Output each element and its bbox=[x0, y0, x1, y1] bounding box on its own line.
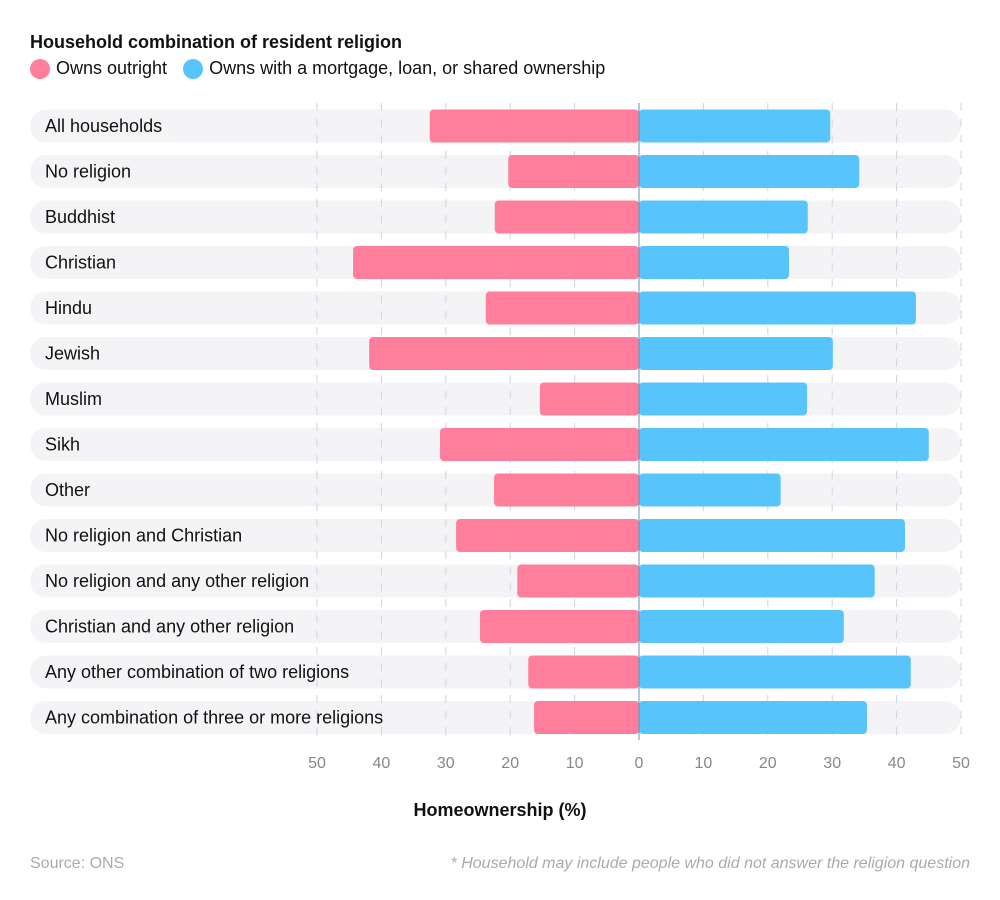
category-label: All households bbox=[45, 116, 162, 136]
bar-owns-outright bbox=[528, 655, 639, 689]
category-label: No religion and any other religion bbox=[45, 571, 309, 591]
bar-owns-outright bbox=[534, 701, 639, 734]
category-label: Other bbox=[45, 480, 90, 500]
chart-title: Household combination of resident religi… bbox=[30, 32, 403, 52]
bar-mortgage bbox=[639, 337, 833, 370]
bar-mortgage bbox=[639, 428, 929, 461]
category-label: Any combination of three or more religio… bbox=[45, 708, 383, 728]
legend-swatch-blue bbox=[183, 58, 204, 79]
bar-mortgage bbox=[639, 155, 860, 188]
bar-owns-outright bbox=[353, 246, 639, 279]
bar-chart: All households No religion Buddhist Christi… bbox=[30, 103, 970, 772]
legend-label: Owns with a mortgage, loan, or shared ow… bbox=[209, 58, 606, 78]
bar-owns-outright bbox=[517, 564, 639, 598]
x-tick-label: 50 bbox=[308, 755, 326, 772]
category-label: Any other combination of two religions bbox=[45, 662, 349, 682]
category-label: No religion bbox=[45, 162, 131, 182]
bar-mortgage bbox=[639, 382, 808, 416]
category-label: Muslim bbox=[45, 389, 102, 409]
bar-owns-outright bbox=[479, 610, 639, 643]
bar-owns-outright bbox=[508, 155, 639, 188]
bar-owns-outright bbox=[440, 428, 639, 461]
legend-swatch-pink bbox=[30, 58, 50, 79]
legend-label: Owns outright bbox=[56, 58, 168, 78]
bar-mortgage bbox=[639, 200, 808, 234]
x-tick-label: 10 bbox=[566, 755, 584, 772]
category-label: Buddhist bbox=[45, 207, 115, 227]
x-tick-label: 0 bbox=[635, 755, 644, 772]
bar-owns-outright bbox=[539, 382, 639, 416]
bar-mortgage bbox=[639, 246, 790, 279]
x-tick-label: 40 bbox=[888, 755, 906, 772]
bar-mortgage bbox=[639, 564, 875, 598]
footnote: * Household may include people who did n… bbox=[450, 855, 970, 872]
row-background bbox=[30, 382, 961, 416]
source-text: Source: ONS bbox=[30, 855, 125, 872]
category-label: No religion and Christian bbox=[45, 526, 242, 546]
legend-item-mortgage[interactable]: Owns with a mortgage, loan, or shared ow… bbox=[183, 58, 605, 79]
bar-mortgage bbox=[639, 519, 905, 552]
legend-item-owns-outright[interactable]: Owns outright bbox=[30, 58, 167, 79]
x-tick-label: 30 bbox=[437, 755, 455, 772]
bar-mortgage bbox=[639, 291, 916, 325]
bar-owns-outright bbox=[429, 109, 639, 143]
category-label: Christian bbox=[45, 253, 116, 273]
bar-owns-outright bbox=[494, 200, 639, 234]
category-label: Sikh bbox=[45, 435, 80, 455]
bar-owns-outright bbox=[456, 519, 639, 552]
x-tick-label: 50 bbox=[952, 755, 970, 772]
bar-mortgage bbox=[639, 701, 867, 734]
legend: Owns outright Owns with a mortgage, loan… bbox=[30, 58, 613, 79]
x-tick-label: 20 bbox=[759, 755, 777, 772]
bar-owns-outright bbox=[494, 473, 639, 507]
category-label: Jewish bbox=[45, 344, 100, 364]
x-axis-title: Homeownership (%) bbox=[0, 800, 1000, 821]
bar-mortgage bbox=[639, 109, 831, 143]
bar-mortgage bbox=[639, 655, 911, 689]
bar-mortgage bbox=[639, 473, 781, 507]
x-axis-title-text: Homeownership (%) bbox=[413, 800, 587, 820]
x-tick-label: 20 bbox=[501, 755, 519, 772]
bar-owns-outright bbox=[369, 337, 639, 370]
bar-mortgage bbox=[639, 610, 844, 643]
category-label: Christian and any other religion bbox=[45, 617, 294, 637]
x-tick-label: 10 bbox=[695, 755, 713, 772]
category-label: Hindu bbox=[45, 298, 92, 318]
x-tick-label: 40 bbox=[373, 755, 391, 772]
bar-owns-outright bbox=[485, 291, 639, 325]
x-tick-label: 30 bbox=[823, 755, 841, 772]
